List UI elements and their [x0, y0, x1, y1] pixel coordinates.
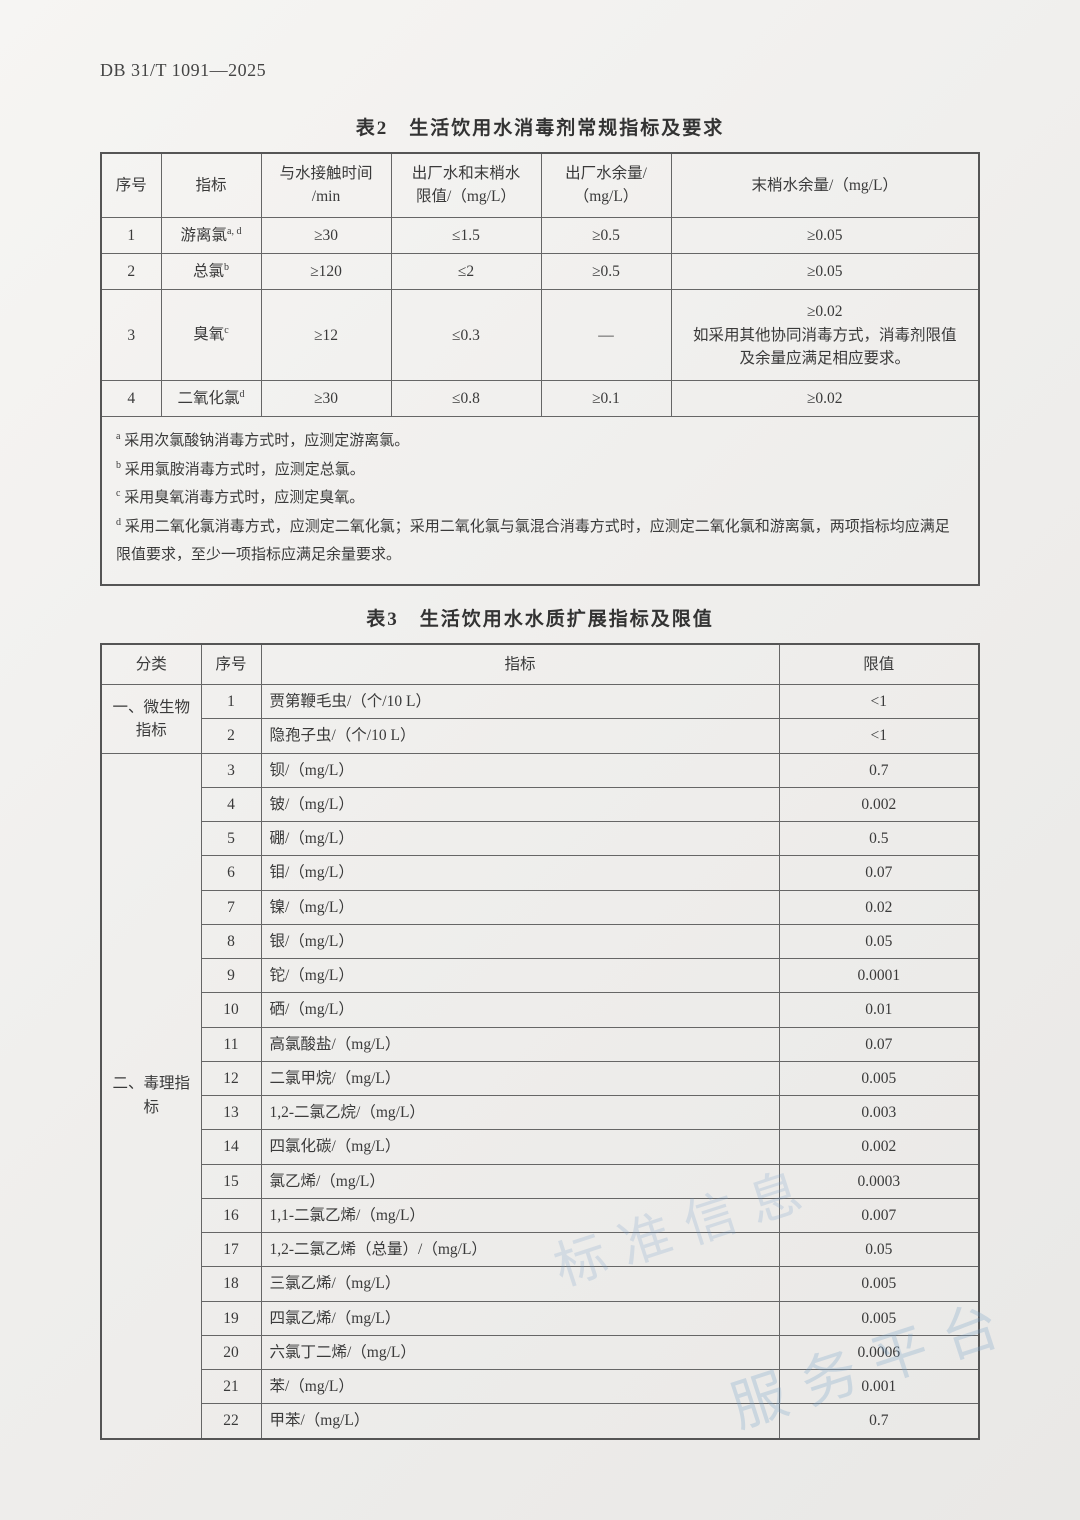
table3-row: 10硒/（mg/L）0.01 [101, 993, 979, 1027]
cell-limit: ≤0.3 [391, 290, 541, 381]
table3-row: 12二氯甲烷/（mg/L）0.005 [101, 1061, 979, 1095]
cell-category: 一、微生物 指标 [101, 685, 201, 754]
cell-indicator: 总氯b [161, 253, 261, 289]
table3-row: 二、毒理指 标 3 钡/（mg/L） 0.7 [101, 753, 979, 787]
col-limit: 出厂水和末梢水 限值/（mg/L） [391, 153, 541, 217]
footnote: c 采用臭氧消毒方式时，应测定臭氧。 [116, 484, 964, 513]
cell-indicator: 二氧化氯d [161, 381, 261, 417]
table2-header-row: 序号 指标 与水接触时间 /min 出厂水和末梢水 限值/（mg/L） 出厂水余… [101, 153, 979, 217]
footnote: a 采用次氯酸钠消毒方式时，应测定游离氯。 [116, 427, 964, 456]
cell-seq: 3 [101, 290, 161, 381]
col-out: 出厂水余量/ （mg/L） [541, 153, 671, 217]
table2-row: 3 臭氧c ≥12 ≤0.3 — ≥0.02 如采用其他协同消毒方式，消毒剂限值… [101, 290, 979, 381]
cell-seq: 2 [101, 253, 161, 289]
cell-contact: ≥120 [261, 253, 391, 289]
cell-contact: ≥30 [261, 381, 391, 417]
cell-limit: ≤1.5 [391, 217, 541, 253]
table3-row: 6钼/（mg/L）0.07 [101, 856, 979, 890]
cell-indicator: 游离氯a, d [161, 217, 261, 253]
table2-row: 4 二氧化氯d ≥30 ≤0.8 ≥0.1 ≥0.02 [101, 381, 979, 417]
table3-row: 7镍/（mg/L）0.02 [101, 890, 979, 924]
table3-row: 9铊/（mg/L）0.0001 [101, 959, 979, 993]
table3-row: 161,1-二氯乙烯/（mg/L）0.007 [101, 1198, 979, 1232]
cell-limit: <1 [779, 685, 979, 719]
cell-end: ≥0.05 [671, 217, 979, 253]
cell-limit: 0.7 [779, 753, 979, 787]
page: DB 31/T 1091—2025 表2 生活饮用水消毒剂常规指标及要求 序号 … [0, 0, 1080, 1520]
footnote: d 采用二氧化氯消毒方式，应测定二氧化氯；采用二氧化氯与氯混合消毒方式时，应测定… [116, 513, 964, 570]
footnotes-cell: a 采用次氯酸钠消毒方式时，应测定游离氯。 b 采用氯胺消毒方式时，应测定总氯。… [101, 417, 979, 585]
document-id: DB 31/T 1091—2025 [100, 60, 980, 81]
table3-row: 18三氯乙烯/（mg/L）0.005 [101, 1267, 979, 1301]
cell-out: ≥0.5 [541, 253, 671, 289]
table3-row: 4铍/（mg/L）0.002 [101, 787, 979, 821]
table3-row: 14四氯化碳/（mg/L）0.002 [101, 1130, 979, 1164]
col-seq: 序号 [201, 644, 261, 685]
cell-name: 隐孢子虫/（个/10 L） [261, 719, 779, 753]
table3-row: 2 隐孢子虫/（个/10 L） <1 [101, 719, 979, 753]
table3-row: 171,2-二氯乙烯（总量）/（mg/L）0.05 [101, 1233, 979, 1267]
table2-title: 表2 生活饮用水消毒剂常规指标及要求 [100, 113, 980, 140]
table3-title: 表3 生活饮用水水质扩展指标及限值 [100, 604, 980, 631]
table3-row: 21苯/（mg/L）0.001 [101, 1370, 979, 1404]
col-end: 末梢水余量/（mg/L） [671, 153, 979, 217]
cell-seq: 3 [201, 753, 261, 787]
cell-seq: 1 [201, 685, 261, 719]
table3-header-row: 分类 序号 指标 限值 [101, 644, 979, 685]
table3-row: 19四氯乙烯/（mg/L）0.005 [101, 1301, 979, 1335]
cell-out: ≥0.5 [541, 217, 671, 253]
col-indicator: 指标 [161, 153, 261, 217]
cell-category: 二、毒理指 标 [101, 753, 201, 1439]
table2: 序号 指标 与水接触时间 /min 出厂水和末梢水 限值/（mg/L） 出厂水余… [100, 152, 980, 586]
table3-row: 15氯乙烯/（mg/L）0.0003 [101, 1164, 979, 1198]
table3-row: 11高氯酸盐/（mg/L）0.07 [101, 1027, 979, 1061]
table2-row: 2 总氯b ≥120 ≤2 ≥0.5 ≥0.05 [101, 253, 979, 289]
cell-out: — [541, 290, 671, 381]
cell-end: ≥0.02 如采用其他协同消毒方式，消毒剂限值 及余量应满足相应要求。 [671, 290, 979, 381]
table3-row: 8银/（mg/L）0.05 [101, 924, 979, 958]
cell-limit: ≤0.8 [391, 381, 541, 417]
cell-seq: 2 [201, 719, 261, 753]
table2-row: 1 游离氯a, d ≥30 ≤1.5 ≥0.5 ≥0.05 [101, 217, 979, 253]
col-seq: 序号 [101, 153, 161, 217]
cell-seq: 1 [101, 217, 161, 253]
cell-contact: ≥12 [261, 290, 391, 381]
cell-name: 贾第鞭毛虫/（个/10 L） [261, 685, 779, 719]
cell-out: ≥0.1 [541, 381, 671, 417]
cell-limit: ≤2 [391, 253, 541, 289]
table2-footnotes: a 采用次氯酸钠消毒方式时，应测定游离氯。 b 采用氯胺消毒方式时，应测定总氯。… [101, 417, 979, 585]
cell-limit: <1 [779, 719, 979, 753]
col-ind: 指标 [261, 644, 779, 685]
col-contact: 与水接触时间 /min [261, 153, 391, 217]
cell-indicator: 臭氧c [161, 290, 261, 381]
table3: 分类 序号 指标 限值 一、微生物 指标 1 贾第鞭毛虫/（个/10 L） <1… [100, 643, 980, 1440]
cell-contact: ≥30 [261, 217, 391, 253]
table3-row: 131,2-二氯乙烷/（mg/L）0.003 [101, 1096, 979, 1130]
cell-end: ≥0.02 [671, 381, 979, 417]
cell-name: 钡/（mg/L） [261, 753, 779, 787]
col-cat: 分类 [101, 644, 201, 685]
table3-row: 5硼/（mg/L）0.5 [101, 822, 979, 856]
col-limit: 限值 [779, 644, 979, 685]
footnote: b 采用氯胺消毒方式时，应测定总氯。 [116, 456, 964, 485]
cell-seq: 4 [101, 381, 161, 417]
cell-end: ≥0.05 [671, 253, 979, 289]
table3-row: 22甲苯/（mg/L）0.7 [101, 1404, 979, 1439]
table3-row: 一、微生物 指标 1 贾第鞭毛虫/（个/10 L） <1 [101, 685, 979, 719]
